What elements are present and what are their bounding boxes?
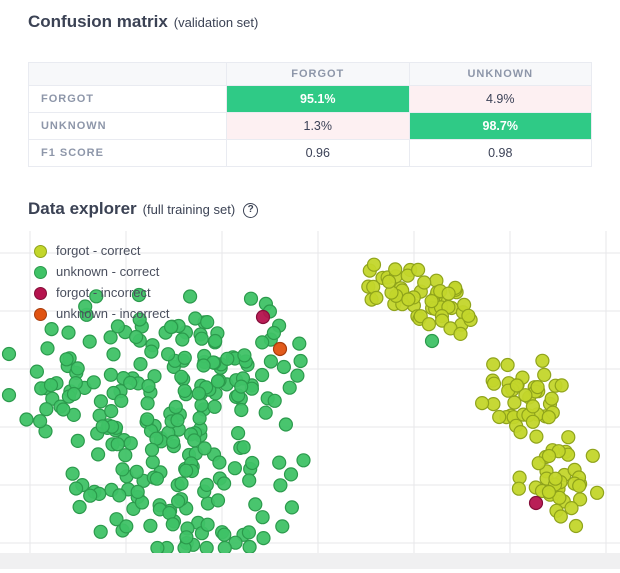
column-header-forgot: FORGOT [226, 62, 410, 86]
scatter-plot[interactable] [0, 231, 620, 553]
confusion-matrix-subtitle: (validation set) [173, 15, 259, 30]
confusion-matrix-title: Confusion matrix [28, 12, 168, 31]
table-row-unknown: UNKNOWN 1.3% 98.7% [28, 112, 592, 140]
legend-dot-unknown-incorrect [34, 307, 47, 321]
legend-label-forgot-incorrect: forgot - incorrect [56, 285, 151, 300]
legend-item-unknown-correct: unknown - correct [34, 264, 169, 280]
row-label-forgot: FORGOT [28, 85, 227, 113]
data-explorer-section: Data explorer (full training set) ? forg… [0, 197, 620, 569]
legend-label-forgot-correct: forgot - correct [56, 243, 141, 258]
data-explorer-title: Data explorer [28, 199, 137, 218]
legend-item-forgot-incorrect: forgot - incorrect [34, 285, 169, 301]
cell-unknown-forgot: 1.3% [226, 112, 410, 140]
cell-forgot-forgot: 95.1% [226, 85, 410, 113]
cell-forgot-unknown: 4.9% [408, 85, 592, 113]
legend-label-unknown-correct: unknown - correct [56, 264, 160, 279]
legend-label-unknown-incorrect: unknown - incorrect [56, 306, 170, 321]
legend-dot-unknown-correct [34, 265, 47, 279]
chart-legend: forgot - correct unknown - correct forgo… [34, 243, 169, 322]
table-header-row: FORGOT UNKNOWN [28, 62, 592, 86]
cell-unknown-unknown: 98.7% [408, 112, 592, 140]
legend-dot-forgot-correct [34, 244, 47, 258]
legend-item-forgot-correct: forgot - correct [34, 243, 169, 259]
row-label-unknown: UNKNOWN [28, 112, 227, 140]
table-row-forgot: FORGOT 95.1% 4.9% [28, 85, 592, 113]
confusion-matrix-section: Confusion matrix (validation set) FORGOT… [0, 10, 620, 167]
legend-dot-forgot-incorrect [34, 286, 47, 300]
cell-f1-forgot: 0.96 [226, 139, 410, 167]
corner-cell [28, 62, 227, 86]
cell-f1-unknown: 0.98 [408, 139, 592, 167]
chart-bottom-strip [0, 553, 620, 569]
row-label-f1-score: F1 SCORE [28, 139, 227, 167]
table-row-f1-score: F1 SCORE 0.96 0.98 [28, 139, 592, 167]
data-explorer-subtitle: (full training set) [142, 202, 236, 217]
confusion-matrix-table: FORGOT UNKNOWN FORGOT 95.1% 4.9% UNKNOWN… [28, 62, 592, 167]
data-explorer-header: Data explorer (full training set) ? [0, 197, 620, 221]
confusion-matrix-header: Confusion matrix (validation set) [0, 10, 620, 34]
column-header-unknown: UNKNOWN [408, 62, 592, 86]
help-icon[interactable]: ? [243, 202, 259, 218]
legend-item-unknown-incorrect: unknown - incorrect [34, 306, 169, 322]
data-explorer-chart: forgot - correct unknown - correct forgo… [0, 231, 620, 569]
